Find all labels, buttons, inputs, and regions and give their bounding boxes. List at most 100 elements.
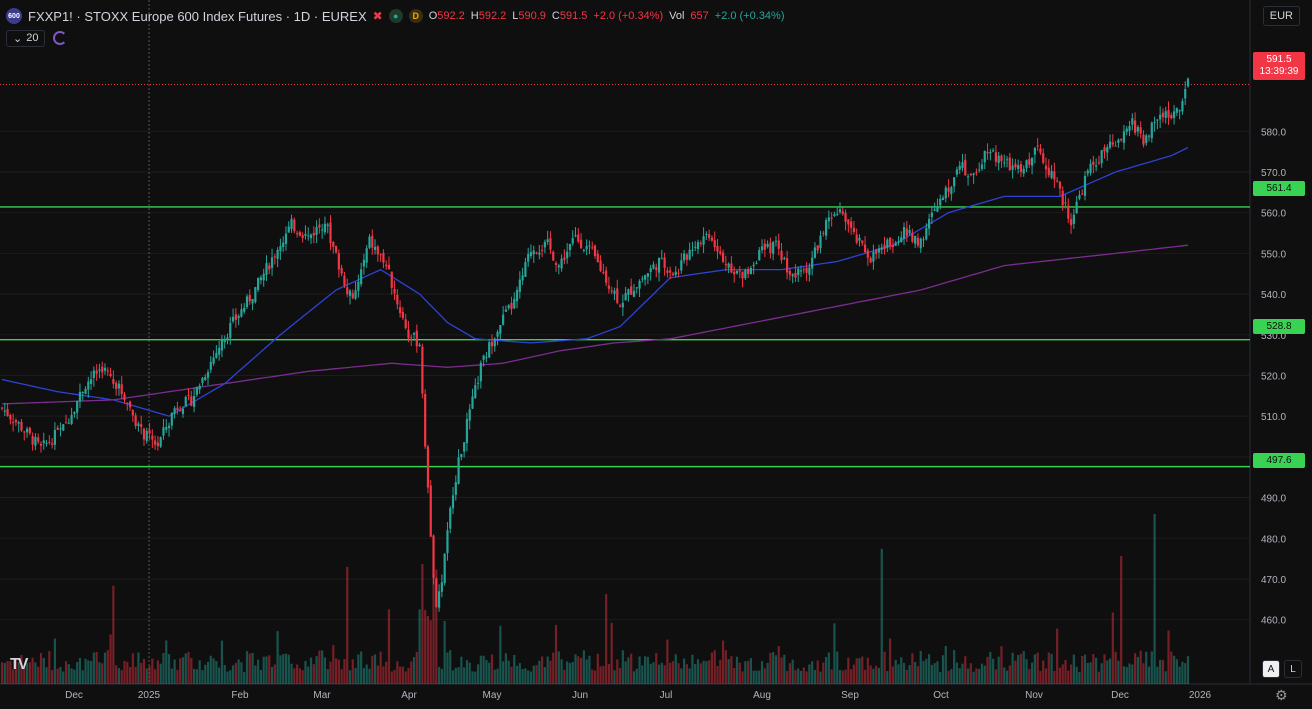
candle-body bbox=[669, 270, 672, 273]
volume-bar bbox=[396, 661, 399, 684]
y-tick-label: 470.0 bbox=[1261, 575, 1286, 586]
volume-bar bbox=[293, 668, 296, 684]
candle-body bbox=[101, 366, 104, 373]
currency-selector[interactable]: EUR bbox=[1262, 6, 1300, 26]
candle-body bbox=[1095, 165, 1098, 167]
volume-bar bbox=[880, 548, 883, 684]
candle-body bbox=[674, 271, 677, 276]
volume-bar bbox=[900, 657, 903, 684]
volume-bar bbox=[1106, 660, 1109, 684]
y-tick-label: 510.0 bbox=[1261, 412, 1286, 423]
candle-body bbox=[449, 508, 452, 529]
symbol-logo-icon[interactable]: 600 bbox=[6, 8, 22, 24]
interval-selector[interactable]: ⌄ 20 bbox=[6, 29, 46, 47]
candle-body bbox=[872, 251, 875, 262]
candle-body bbox=[115, 382, 118, 389]
volume-bar bbox=[886, 671, 889, 684]
candle-body bbox=[914, 235, 917, 244]
candle-body bbox=[677, 272, 680, 274]
volume-bar bbox=[134, 666, 137, 684]
candle-body bbox=[28, 427, 31, 434]
candle-body bbox=[240, 309, 243, 317]
candle-body bbox=[905, 228, 908, 236]
volume-bar bbox=[579, 657, 583, 684]
volume-bar bbox=[855, 658, 858, 684]
volume-bar bbox=[173, 659, 176, 684]
symbol-title[interactable]: FXXP1! · STOXX Europe 600 Index Futures … bbox=[28, 8, 367, 24]
volume-bar bbox=[1028, 669, 1031, 684]
volume-bar bbox=[922, 661, 925, 684]
volume-bar bbox=[1186, 656, 1190, 684]
volume-bar bbox=[819, 671, 822, 684]
low-label: L bbox=[512, 10, 519, 22]
gear-icon[interactable]: ⚙ bbox=[1275, 687, 1288, 703]
delay-badge[interactable]: D bbox=[408, 9, 423, 23]
volume-bar bbox=[449, 650, 452, 684]
tradingview-logo-icon[interactable]: TV bbox=[10, 656, 29, 673]
volume-bar bbox=[1175, 659, 1178, 684]
candle-body bbox=[819, 235, 822, 249]
candle-body bbox=[106, 370, 109, 372]
volume-bar bbox=[346, 566, 349, 684]
volume-bar bbox=[315, 656, 318, 684]
volume-bar bbox=[727, 659, 730, 684]
volume-bar bbox=[705, 661, 708, 684]
volume-bar bbox=[969, 663, 972, 684]
candle-body bbox=[1053, 171, 1056, 180]
candle-body bbox=[137, 423, 140, 427]
candle-body bbox=[1170, 114, 1173, 119]
candle-body bbox=[777, 240, 780, 249]
candle-body bbox=[930, 212, 933, 218]
candle-body bbox=[557, 265, 560, 268]
candle-body bbox=[1164, 111, 1167, 118]
volume-bar bbox=[685, 664, 688, 684]
candle-body bbox=[198, 385, 201, 390]
volume-bar bbox=[262, 656, 265, 684]
volume-bar bbox=[702, 660, 705, 684]
y-tick-label: 540.0 bbox=[1261, 290, 1286, 301]
candle-body bbox=[927, 218, 931, 229]
flag-icon[interactable]: ✖ bbox=[372, 9, 383, 23]
volume-bar bbox=[947, 670, 950, 684]
moving-average-line bbox=[1, 146, 1189, 417]
volume-bar bbox=[103, 652, 107, 684]
candle-body bbox=[1069, 219, 1073, 226]
volume-bar bbox=[997, 656, 1000, 684]
candle-body bbox=[134, 415, 137, 426]
candle-body bbox=[334, 245, 338, 253]
candle-body bbox=[953, 177, 956, 187]
candle-body bbox=[257, 277, 260, 291]
candle-body bbox=[897, 241, 900, 243]
volume-bar bbox=[515, 666, 519, 684]
volume-bar bbox=[568, 662, 572, 684]
candle-body bbox=[109, 373, 112, 377]
volume-bar bbox=[101, 663, 104, 684]
log-scale-button[interactable]: L bbox=[1284, 660, 1302, 678]
candle-body bbox=[45, 442, 48, 444]
volume-bar bbox=[618, 668, 622, 684]
candle-body bbox=[518, 279, 521, 292]
candle-body bbox=[607, 285, 611, 289]
volume-bar bbox=[162, 652, 165, 684]
candle-body bbox=[922, 239, 925, 241]
candle-body bbox=[460, 453, 463, 458]
x-tick-label: Feb bbox=[231, 690, 249, 701]
volume-bar bbox=[109, 634, 112, 684]
symbol-header: 600 FXXP1! · STOXX Europe 600 Index Futu… bbox=[6, 6, 785, 26]
candle-body bbox=[1056, 180, 1059, 182]
candle-body bbox=[855, 234, 858, 243]
volume-bar bbox=[89, 661, 93, 684]
market-status-icon[interactable]: ● bbox=[388, 9, 403, 23]
candle-body bbox=[1017, 165, 1020, 169]
auto-scale-button[interactable]: A bbox=[1262, 660, 1280, 678]
candle-body bbox=[908, 230, 911, 234]
volume-bar bbox=[148, 665, 151, 684]
volume-bar bbox=[187, 651, 190, 684]
candle-body bbox=[521, 275, 524, 281]
volume-bar bbox=[1039, 670, 1042, 684]
volume-bar bbox=[56, 668, 59, 684]
volume-bar bbox=[983, 665, 986, 684]
volume-bar bbox=[908, 665, 911, 684]
candle-body bbox=[393, 289, 396, 294]
